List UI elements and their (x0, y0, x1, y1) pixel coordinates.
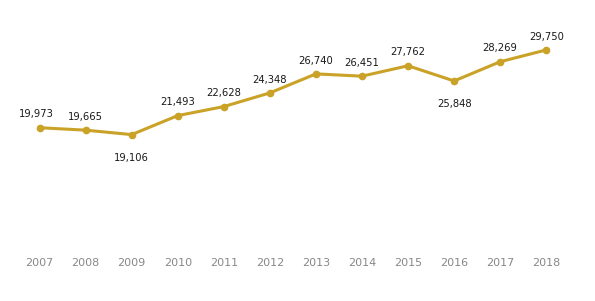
Text: 25,848: 25,848 (437, 99, 471, 109)
Text: 28,269: 28,269 (483, 43, 518, 53)
Text: 26,451: 26,451 (345, 58, 380, 68)
Text: 24,348: 24,348 (253, 75, 287, 85)
Text: 19,973: 19,973 (19, 109, 54, 119)
Text: 29,750: 29,750 (529, 32, 563, 42)
Text: 27,762: 27,762 (390, 48, 425, 57)
Text: 22,628: 22,628 (206, 88, 241, 98)
Text: 19,106: 19,106 (114, 153, 149, 163)
Text: 19,665: 19,665 (68, 112, 103, 122)
Text: 21,493: 21,493 (161, 97, 195, 107)
Text: 26,740: 26,740 (299, 56, 333, 66)
